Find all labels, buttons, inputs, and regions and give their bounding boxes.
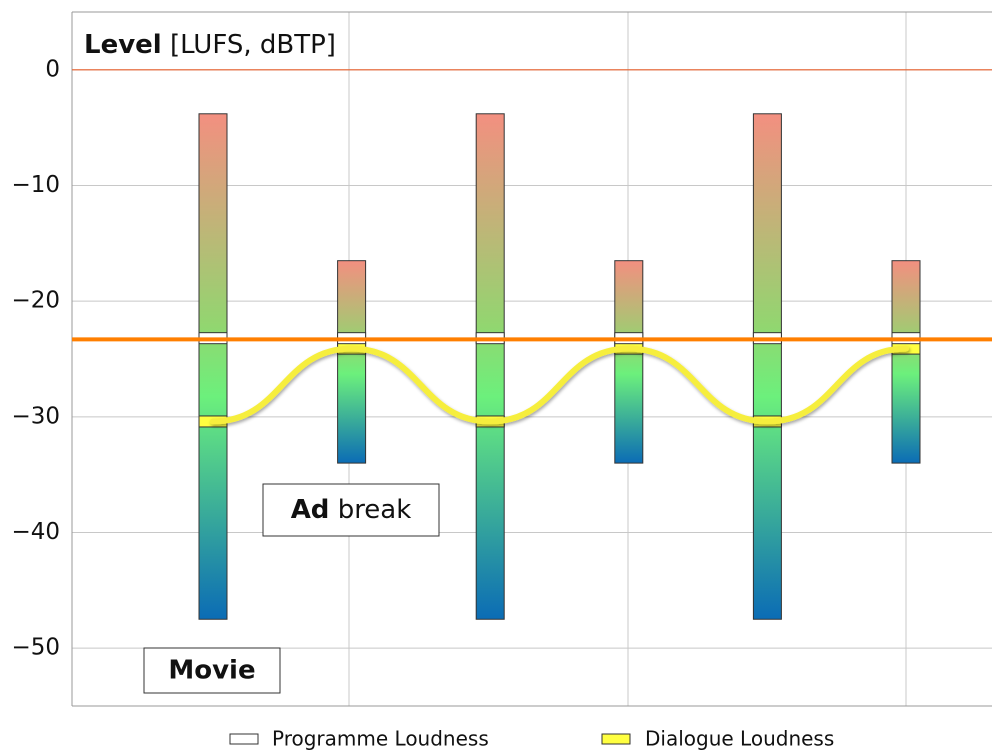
dialogue-curve [210,345,909,425]
annotation-bold: Ad [291,495,330,525]
y-tick-label: −50 [11,635,60,661]
title-rest: [LUFS, dBTP] [170,30,336,60]
annotation-box [143,647,281,694]
chart-title: Level [LUFS, dBTP] [84,30,336,60]
y-tick-label: −30 [11,403,60,429]
y-tick-label: 0 [45,56,60,82]
range-bar [614,260,644,464]
annotation: Movie [168,656,255,686]
annotation: Ad break [291,495,412,525]
annotation-box [262,483,440,537]
y-tick-label: −20 [11,288,60,314]
y-tick-label: −10 [11,172,60,198]
legend-label: Dialogue Loudness [645,727,834,751]
range-bar [198,113,228,620]
range-bar [475,113,505,620]
legend-swatch [229,733,259,745]
title-bold: Level [84,30,162,60]
marks [72,69,992,620]
legend-label: Programme Loudness [272,727,489,751]
legend-swatch [601,733,631,745]
range-bar [337,260,367,464]
annotation-text: break [338,495,412,525]
range-bar [752,113,782,620]
y-tick-label: −40 [11,519,60,545]
range-bar [891,260,921,464]
